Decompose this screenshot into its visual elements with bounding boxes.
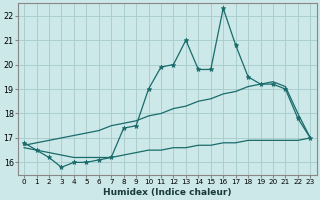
X-axis label: Humidex (Indice chaleur): Humidex (Indice chaleur) <box>103 188 231 197</box>
